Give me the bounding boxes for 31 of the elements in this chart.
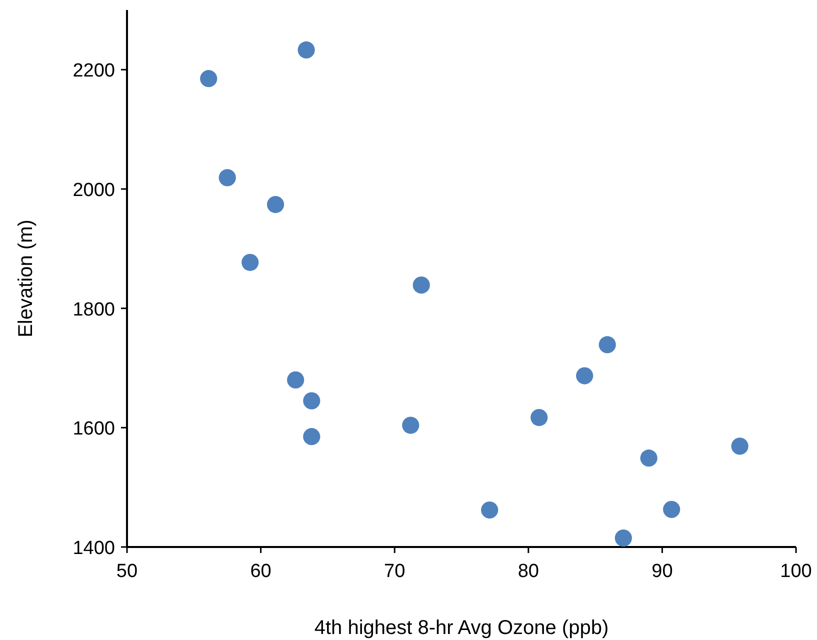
y-tick-label: 2000	[72, 180, 115, 201]
point	[731, 438, 748, 455]
y-tick-label: 2200	[72, 60, 115, 82]
point	[218, 169, 236, 186]
point	[200, 70, 218, 88]
point	[242, 254, 259, 271]
point	[412, 276, 430, 294]
point	[402, 416, 420, 434]
point	[614, 530, 632, 547]
y-tick-label: 1400	[72, 538, 115, 559]
point	[303, 428, 320, 446]
point	[530, 408, 548, 426]
point	[298, 41, 315, 59]
point	[266, 196, 284, 214]
point	[287, 371, 304, 388]
x-axis-title: 4th highest 8-hr Avg Ozone (ppb)	[314, 617, 609, 639]
x-tick-label: 90	[652, 561, 673, 582]
point	[663, 500, 680, 518]
point	[303, 392, 320, 410]
point	[481, 501, 498, 519]
x-tick-label: 80	[518, 561, 539, 582]
x-tick-label: 60	[250, 561, 272, 582]
x-tick-label: 100	[780, 561, 812, 582]
x-tick-label: 70	[384, 561, 406, 582]
y-tick-label: 1800	[72, 299, 115, 320]
point	[640, 450, 658, 467]
y-axis-title: Elevation (m)	[15, 220, 37, 338]
y-tick-label: 1600	[72, 418, 115, 440]
point	[598, 336, 616, 354]
point	[576, 367, 594, 384]
x-tick-label: 50	[116, 561, 138, 582]
